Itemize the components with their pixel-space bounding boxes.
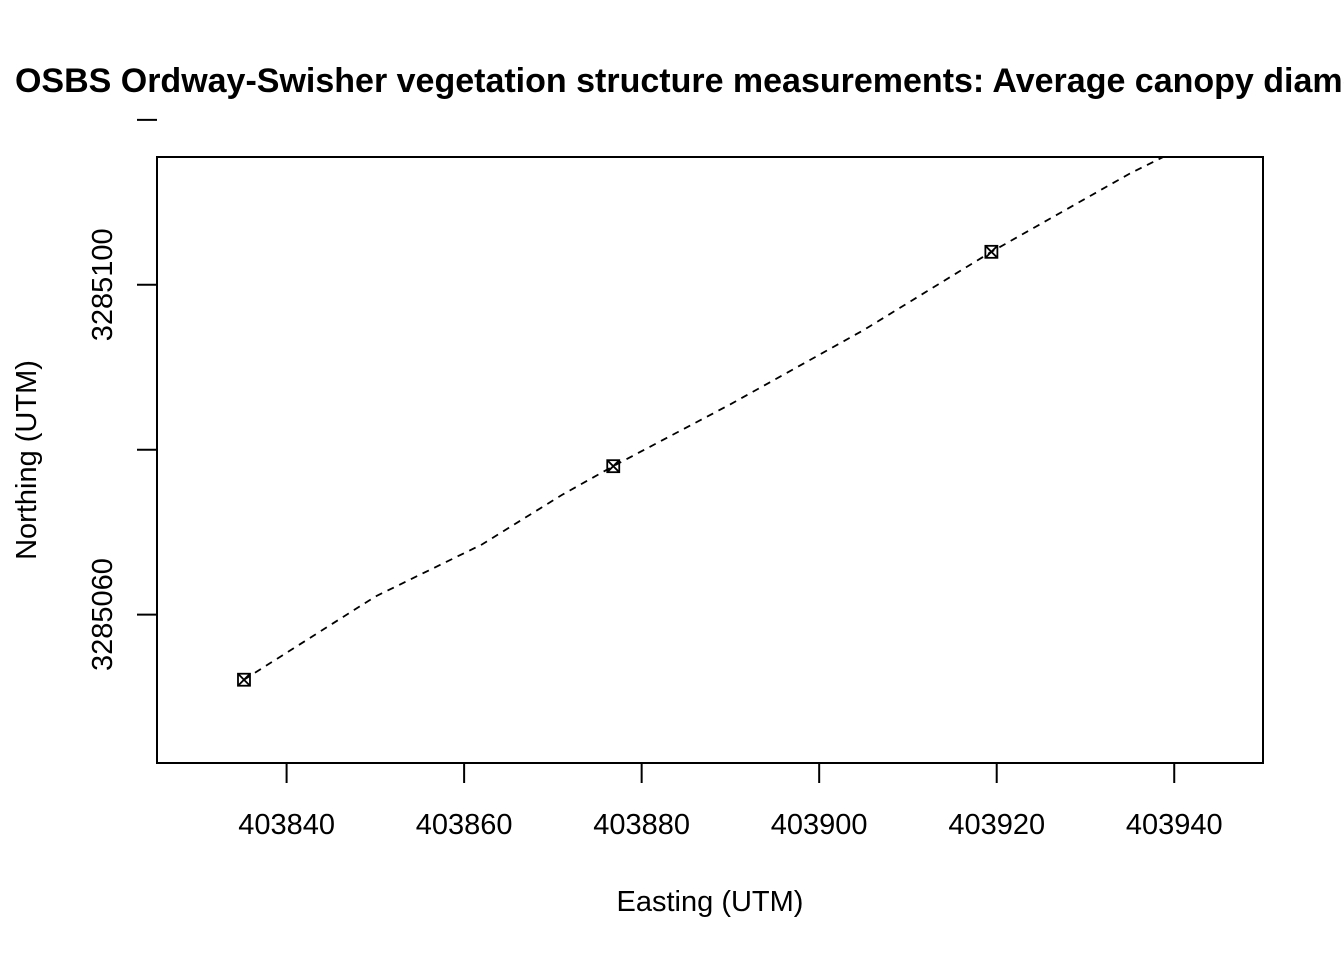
data-point bbox=[984, 244, 999, 259]
x-tick-label: 403920 bbox=[948, 809, 1045, 841]
y-tick-label: 3285060 bbox=[87, 558, 119, 671]
y-axis-label: Northing (UTM) bbox=[11, 360, 43, 560]
series-line bbox=[243, 157, 1166, 681]
x-tick-label: 403940 bbox=[1126, 809, 1223, 841]
plot-frame bbox=[156, 156, 1264, 764]
x-axis: 403840 403860 403880 403900 403920 403940 bbox=[238, 763, 1223, 841]
x-tick-label: 403880 bbox=[593, 809, 690, 841]
x-tick-label: 403840 bbox=[238, 809, 335, 841]
y-tick-label: 3285100 bbox=[87, 228, 119, 341]
x-axis-label: Easting (UTM) bbox=[617, 886, 804, 918]
x-tick-label: 403900 bbox=[771, 809, 868, 841]
chart-title: OSBS Ordway-Swisher vegetation structure… bbox=[15, 62, 1344, 100]
data-point bbox=[237, 672, 251, 687]
x-tick-label: 403860 bbox=[416, 809, 513, 841]
y-axis: 3285060 3285100 bbox=[87, 118, 157, 671]
data-point bbox=[606, 459, 621, 474]
